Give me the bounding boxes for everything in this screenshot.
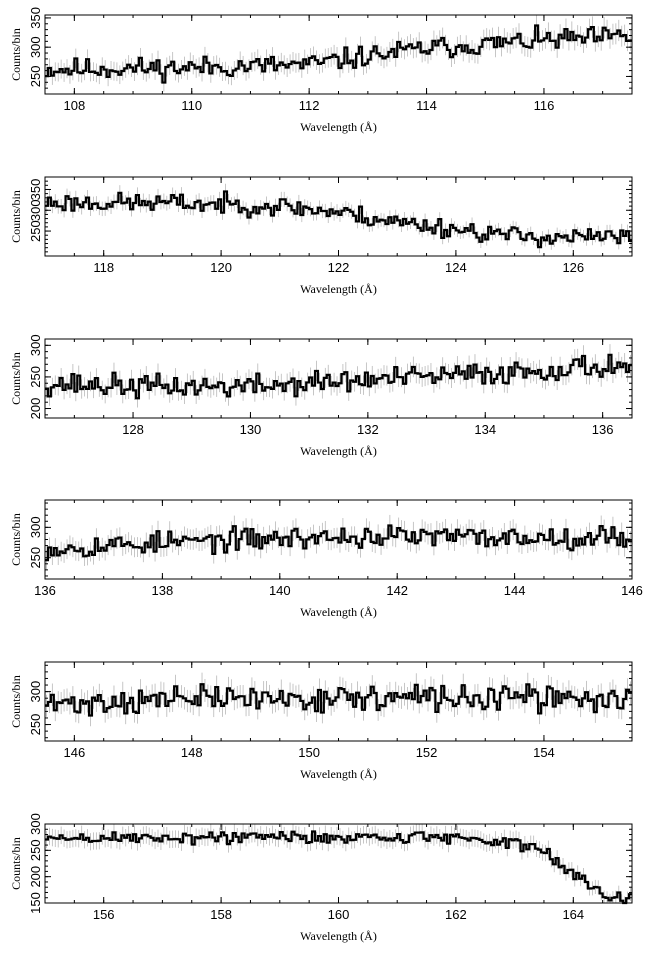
- y-tick-label: 250: [28, 66, 43, 88]
- y-tick-label: 200: [28, 398, 43, 420]
- y-tick-label: 350: [28, 179, 43, 201]
- x-axis-label: Wavelength (Å): [300, 282, 377, 296]
- plot-frame: [44, 176, 633, 257]
- y-tick-label: 300: [28, 36, 43, 58]
- x-tick-label: 116: [534, 98, 555, 113]
- spectrum-panel-1: 108 110 112 114 116 250 300 350 Wavelength (Å) Co…: [9, 7, 633, 134]
- x-tick-label: 156: [93, 907, 115, 922]
- spectrum-step-line: [45, 683, 632, 717]
- y-tick-label: 250: [28, 547, 43, 569]
- y-axis-label: Counts/bin: [9, 352, 23, 405]
- x-axis-label: Wavelength (Å): [300, 767, 377, 781]
- spectrum-step-line: [45, 24, 632, 84]
- x-tick-label: 154: [533, 745, 555, 760]
- x-tick-label: 114: [416, 98, 437, 113]
- x-tick-label: 136: [592, 422, 614, 437]
- y-tick-label: 300: [28, 813, 43, 835]
- x-tick-label: 146: [621, 583, 643, 598]
- y-tick-label: 250: [28, 220, 43, 242]
- x-tick-label: 150: [298, 745, 320, 760]
- x-tick-label: 142: [386, 583, 408, 598]
- x-tick-label: 130: [240, 422, 262, 437]
- x-tick-label: 158: [210, 907, 232, 922]
- error-bars: [46, 344, 631, 408]
- y-tick-label: 200: [28, 866, 43, 888]
- x-tick-label: 108: [63, 98, 85, 113]
- y-tick-label: 250: [28, 839, 43, 861]
- y-tick-label: 350: [28, 7, 43, 29]
- x-tick-label: 160: [328, 907, 350, 922]
- spectrum-panel-3: 128 130 132 134 136 200 250 300 Wavelength (Å) Co…: [9, 334, 633, 458]
- y-axis-label: Counts/bin: [9, 190, 23, 243]
- plot-frame: [44, 14, 633, 95]
- x-tick-label: 126: [562, 260, 584, 275]
- spectrum-step-line: [45, 190, 632, 249]
- spectrum-step-line: [45, 830, 632, 905]
- x-tick-label: 138: [152, 583, 174, 598]
- x-tick-label: 144: [504, 583, 526, 598]
- x-tick-label: 128: [122, 422, 144, 437]
- y-tick-label: 250: [28, 714, 43, 736]
- spectrum-panel-5: 146 148 150 152 154 250 300 Wavelength (Å) Count…: [9, 661, 633, 781]
- y-tick-label: 300: [28, 516, 43, 538]
- x-axis-label: Wavelength (Å): [300, 444, 377, 458]
- x-tick-label: 122: [328, 260, 350, 275]
- x-tick-label: 124: [445, 260, 467, 275]
- spectrum-step-line: [45, 353, 632, 400]
- y-tick-label: 150: [28, 892, 43, 914]
- x-axis-label: Wavelength (Å): [300, 605, 377, 619]
- x-tick-label: 140: [269, 583, 291, 598]
- x-tick-label: 120: [210, 260, 232, 275]
- x-axis-label: Wavelength (Å): [300, 929, 377, 943]
- y-tick-label: 300: [28, 199, 43, 221]
- x-tick-label: 132: [357, 422, 379, 437]
- x-axis-label: Wavelength (Å): [300, 120, 377, 134]
- error-bars: [46, 183, 631, 254]
- y-axis-label: Counts/bin: [9, 513, 23, 566]
- spectrum-step-line: [45, 524, 632, 562]
- x-tick-label: 118: [93, 260, 114, 275]
- spectrum-panel-4: 136 138 140 142 144 146 250 300 Wavelength (Å) Co…: [9, 499, 643, 619]
- x-tick-label: 148: [181, 745, 203, 760]
- error-bars: [46, 15, 631, 92]
- x-tick-label: 162: [445, 907, 467, 922]
- x-tick-label: 152: [416, 745, 438, 760]
- y-tick-label: 300: [28, 334, 43, 356]
- y-axis-label: Counts/bin: [9, 28, 23, 81]
- x-tick-label: 110: [181, 98, 202, 113]
- y-axis-label: Counts/bin: [9, 675, 23, 728]
- x-tick-label: 164: [562, 907, 584, 922]
- y-tick-label: 300: [28, 681, 43, 703]
- x-tick-label: 112: [299, 98, 320, 113]
- x-tick-label: 136: [34, 583, 56, 598]
- x-tick-label: 146: [63, 745, 85, 760]
- y-axis-label: Counts/bin: [9, 837, 23, 890]
- spectrum-panel-6: 156 158 160 162 164 150 200 250 300 Wavelength (Å…: [9, 813, 633, 943]
- y-tick-label: 250: [28, 366, 43, 388]
- x-tick-label: 134: [474, 422, 496, 437]
